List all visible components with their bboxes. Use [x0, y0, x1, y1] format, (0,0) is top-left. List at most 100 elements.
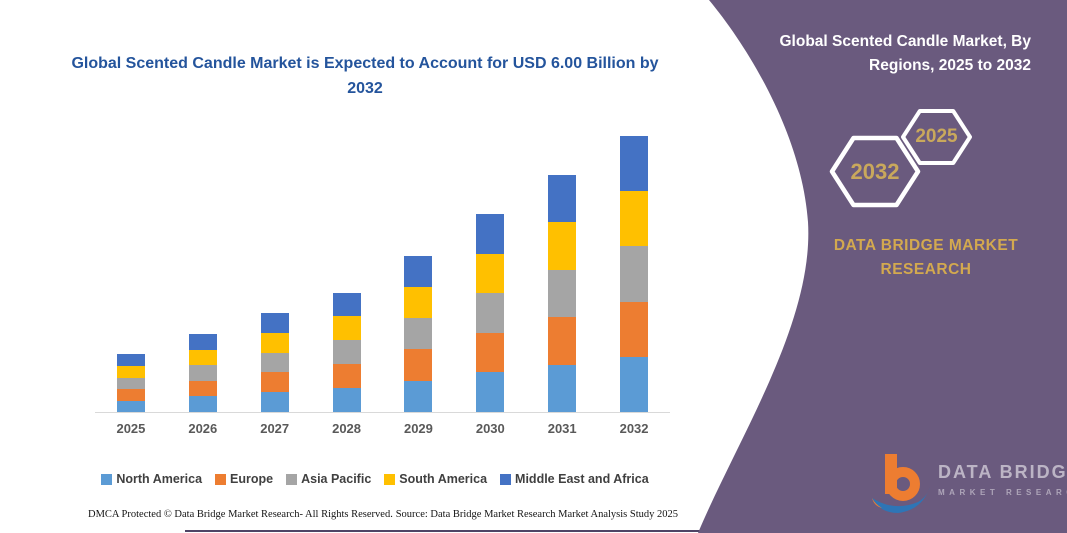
bar-segment-2032-europe: [620, 301, 649, 357]
bar-segment-2027-middle-east-and-africa: [260, 313, 289, 333]
hexagon-year-2025: 2025: [915, 126, 958, 147]
bar-segment-2030-asia-pacific: [476, 293, 505, 333]
legend-swatch-icon: [215, 473, 227, 485]
x-axis-label-2025: 2025: [116, 421, 146, 436]
purple-panel-shape: [698, 0, 1067, 533]
bar-segment-2031-south-america: [548, 222, 577, 270]
bar-column-2031: [526, 175, 598, 412]
bar-stack-2030: [476, 214, 505, 412]
bar-column-2026: [167, 334, 239, 412]
x-axis-label-2027: 2027: [260, 421, 290, 436]
bar-segment-2032-south-america: [620, 191, 649, 247]
legend-label: Europe: [230, 472, 274, 486]
hexagon-2032: [829, 135, 921, 208]
dbmr-logo-mark-icon: [872, 454, 930, 513]
legend-item-asia-pacific: Asia Pacific: [286, 472, 371, 486]
bottom-divider-line: [185, 530, 705, 532]
plot-area: [95, 125, 670, 413]
bar-segment-2026-south-america: [188, 349, 217, 366]
hexagon-2025: [901, 109, 972, 165]
bar-segment-2027-europe: [260, 372, 289, 393]
x-axis-label-2026: 2026: [188, 421, 218, 436]
bar-segment-2029-middle-east-and-africa: [404, 255, 433, 287]
bar-segment-2030-north-america: [476, 372, 505, 412]
bar-segment-2028-asia-pacific: [332, 340, 361, 365]
bar-segment-2028-north-america: [332, 388, 361, 412]
bar-segment-2027-asia-pacific: [260, 352, 289, 373]
bar-segment-2029-north-america: [404, 380, 433, 412]
bar-stack-2031: [548, 175, 577, 412]
legend-swatch-icon: [286, 473, 298, 485]
hexagons-graphic: [829, 109, 972, 208]
chart-title: Global Scented Candle Market is Expected…: [71, 55, 659, 97]
chart-legend: North America Europe Asia Pacific South Ame…: [65, 472, 685, 486]
legend-item-europe: Europe: [215, 472, 273, 486]
bar-segment-2028-middle-east-and-africa: [332, 292, 361, 317]
bar-segment-2030-south-america: [476, 253, 505, 294]
bar-segment-2029-europe: [404, 349, 433, 381]
bar-segment-2027-south-america: [260, 332, 289, 353]
legend-item-south-america: South America: [384, 472, 487, 486]
legend-label: South America: [399, 472, 488, 486]
brand-text: DATA BRIDGE MARKET RESEARCH: [833, 237, 1019, 279]
legend-label: North America: [116, 472, 203, 486]
legend-swatch-icon: [500, 473, 512, 485]
logo-tagline: MARKET RESEARCH: [938, 488, 1067, 497]
bar-stack-2028: [332, 292, 361, 412]
bar-column-2028: [311, 292, 383, 412]
bar-segment-2031-europe: [548, 317, 577, 365]
x-axis-label-2030: 2030: [475, 421, 505, 436]
bar-segment-2031-north-america: [548, 364, 577, 412]
right-panel: Global Scented Candle Market, By Regions…: [680, 0, 1067, 533]
bar-segment-2029-asia-pacific: [404, 318, 433, 350]
bar-stack-2027: [260, 313, 289, 412]
x-axis-label-2028: 2028: [332, 421, 362, 436]
bar-column-2032: [598, 136, 670, 412]
bar-stack-2029: [404, 255, 433, 412]
legend-item-middle-east-and-africa: Middle East and Africa: [500, 472, 649, 486]
bar-column-2025: [95, 354, 167, 412]
legend-label: Middle East and Africa: [515, 472, 649, 486]
bar-stack-2025: [116, 354, 145, 412]
source-note: Source: Data Bridge Market Research Mark…: [395, 509, 678, 520]
bar-segment-2032-asia-pacific: [620, 246, 649, 302]
bar-segment-2028-europe: [332, 364, 361, 389]
hexagon-year-2032: 2032: [850, 159, 900, 184]
bar-segment-2025-europe: [116, 389, 145, 401]
bar-segment-2031-asia-pacific: [548, 269, 577, 318]
bar-segment-2025-south-america: [116, 366, 145, 378]
legend-label: Asia Pacific: [301, 472, 372, 486]
dbmr-logo-text: DATA BRIDGE MARKET RESEARCH: [938, 462, 1067, 497]
bar-segment-2030-europe: [476, 332, 505, 373]
dbmr-logo: DATA BRIDGE MARKET RESEARCH: [872, 452, 1067, 514]
bar-column-2029: [383, 255, 455, 412]
x-axis-label-2032: 2032: [619, 421, 649, 436]
chart-footer: DMCA Protected © Data Bridge Market Rese…: [88, 509, 678, 520]
legend-item-north-america: North America: [101, 472, 202, 486]
chart-section: Global Scented Candle Market is Expected…: [65, 55, 705, 532]
bar-segment-2030-middle-east-and-africa: [476, 214, 505, 254]
bar-segment-2025-north-america: [116, 400, 145, 412]
x-axis-labels: 2025 2026 2027 2028 2029 2030 2031 2032: [95, 421, 670, 436]
dmca-notice: DMCA Protected © Data Bridge Market Rese…: [88, 509, 393, 520]
bar-segment-2027-north-america: [260, 392, 289, 412]
bar-column-2027: [239, 313, 311, 412]
bar-column-2030: [454, 214, 526, 412]
bar-segment-2026-middle-east-and-africa: [188, 334, 217, 350]
bar-stack-2032: [620, 136, 649, 412]
bar-segment-2029-south-america: [404, 286, 433, 319]
legend-swatch-icon: [101, 473, 113, 485]
bar-segment-2026-asia-pacific: [188, 365, 217, 381]
bar-segment-2025-middle-east-and-africa: [116, 354, 145, 366]
bar-segment-2031-middle-east-and-africa: [548, 175, 577, 223]
logo-name: DATA BRIDGE: [938, 462, 1067, 482]
x-axis-label-2029: 2029: [403, 421, 433, 436]
bar-segment-2026-north-america: [188, 396, 217, 412]
bar-segment-2026-europe: [188, 380, 217, 397]
panel-title: Global Scented Candle Market, By Regions…: [779, 33, 1031, 75]
bar-segment-2025-asia-pacific: [116, 377, 145, 389]
legend-swatch-icon: [384, 473, 396, 485]
bar-segment-2032-north-america: [620, 356, 649, 412]
bar-segment-2028-south-america: [332, 316, 361, 341]
bar-stack-2026: [188, 334, 217, 412]
